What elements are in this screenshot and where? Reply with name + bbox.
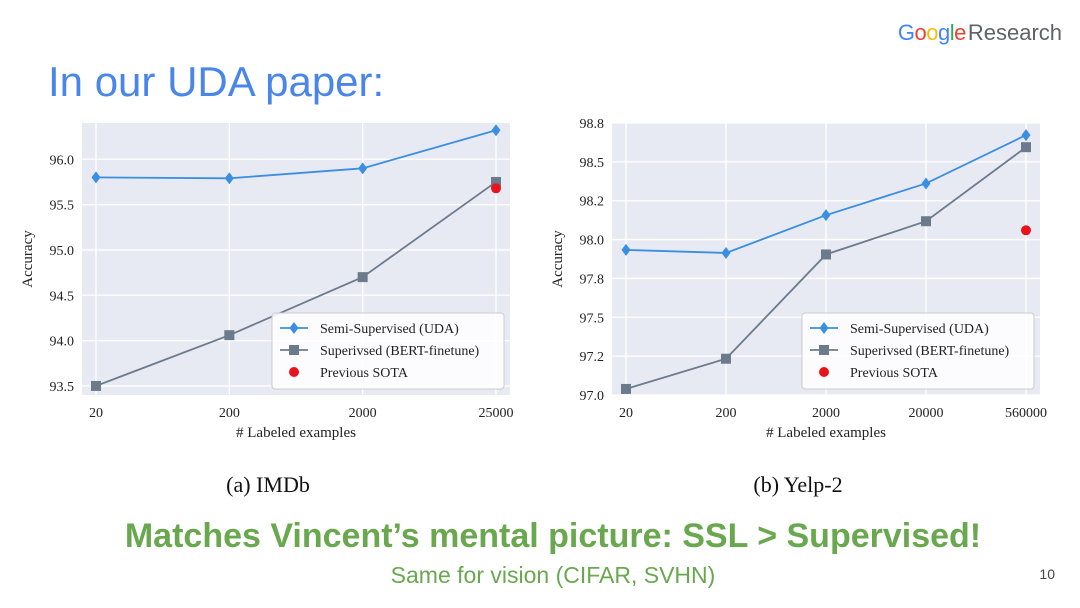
y-tick-label: 97.8 bbox=[580, 272, 605, 287]
uda-data-point bbox=[91, 171, 101, 184]
x-tick-label: 200 bbox=[716, 406, 737, 421]
uda-data-point bbox=[621, 243, 631, 256]
supervised-data-point bbox=[721, 353, 731, 364]
previous-sota-point bbox=[491, 183, 501, 194]
legend-marker-square bbox=[819, 345, 829, 355]
legend: Semi-Supervised (UDA) Superivsed (BERT-fi… bbox=[271, 312, 505, 390]
supervised-series-line bbox=[95, 181, 497, 387]
x-tick-label: 2000 bbox=[349, 406, 377, 421]
uda-data-point bbox=[921, 177, 931, 190]
y-tick-label: 95.5 bbox=[50, 199, 75, 214]
x-tick-label: 560000 bbox=[1005, 406, 1047, 421]
uda-data-point bbox=[821, 209, 831, 222]
legend-marker-circle bbox=[819, 367, 829, 377]
uda-data-point bbox=[1021, 129, 1031, 142]
legend-marker-diamond bbox=[289, 322, 299, 334]
y-tick-label: 98.5 bbox=[580, 156, 605, 171]
supervised-data-point bbox=[91, 380, 101, 391]
supervised-data-point bbox=[621, 383, 631, 394]
y-tick-label: 95.0 bbox=[50, 244, 75, 259]
y-tick-label: 96.0 bbox=[50, 153, 75, 168]
legend-label: Superivsed (BERT-finetune) bbox=[320, 344, 480, 359]
imdb-accuracy-chart: 93.5 94.0 94.5 95.0 95.5 96.0 20 200 2000 25000 # … bbox=[20, 123, 514, 441]
legend-marker-diamond bbox=[819, 322, 829, 334]
x-tick-label: 20000 bbox=[909, 406, 944, 421]
slide-headline: Matches Vincent’s mental picture: SSL > … bbox=[124, 517, 982, 555]
x-tick-label: 200 bbox=[219, 406, 240, 421]
supervised-data-point bbox=[224, 330, 235, 341]
supervised-data-point bbox=[1021, 142, 1031, 153]
x-tick-label: 25000 bbox=[479, 406, 514, 421]
y-tick-label: 97.5 bbox=[580, 311, 605, 326]
yelp2-accuracy-chart: 97.0 97.2 97.5 97.8 98.0 98.2 98.5 98.8 20 200 200… bbox=[550, 117, 1047, 441]
imdb-chart-caption: (a) IMDb bbox=[226, 472, 310, 497]
legend-marker-circle bbox=[289, 367, 299, 377]
x-tick-label: 2000 bbox=[812, 406, 840, 421]
google-research-logo: GoogleResearch bbox=[898, 20, 1062, 46]
legend-label: Semi-Supervised (UDA) bbox=[320, 322, 459, 337]
legend-label: Previous SOTA bbox=[850, 366, 939, 381]
logo-letter: o bbox=[926, 20, 938, 45]
supervised-data-point bbox=[821, 249, 831, 260]
legend-label: Semi-Supervised (UDA) bbox=[850, 322, 989, 337]
legend-label: Previous SOTA bbox=[320, 366, 409, 381]
slide-subline: Same for vision (CIFAR, SVHN) bbox=[390, 562, 716, 588]
legend: Semi-Supervised (UDA) Superivsed (BERT-fi… bbox=[801, 312, 1035, 390]
supervised-data-point bbox=[491, 176, 501, 187]
y-tick-label: 98.2 bbox=[580, 195, 605, 210]
uda-data-point bbox=[491, 124, 501, 137]
research-label: Research bbox=[967, 20, 1062, 45]
y-axis-title: Accuracy bbox=[550, 230, 566, 288]
supervised-data-point bbox=[921, 216, 931, 227]
logo-letter: l bbox=[949, 20, 955, 45]
legend-label: Superivsed (BERT-finetune) bbox=[850, 344, 1010, 359]
x-tick-label: 20 bbox=[619, 406, 633, 421]
page-number: 10 bbox=[1039, 566, 1055, 582]
previous-sota-point bbox=[1021, 225, 1031, 236]
yelp2-chart-caption: (b) Yelp-2 bbox=[753, 472, 843, 497]
legend-box bbox=[271, 312, 505, 390]
y-axis-title: Accuracy bbox=[20, 230, 36, 288]
y-tick-label: 94.5 bbox=[50, 289, 75, 304]
x-tick-label: 20 bbox=[89, 406, 103, 421]
slide-title: In our UDA paper: bbox=[48, 58, 385, 105]
logo-letter: g bbox=[937, 20, 950, 45]
uda-data-point bbox=[224, 172, 234, 185]
logo-letter: e bbox=[954, 20, 966, 45]
supervised-data-point bbox=[357, 272, 368, 283]
x-axis-title: # Labeled examples bbox=[766, 425, 886, 441]
y-tick-label: 98.0 bbox=[580, 234, 605, 249]
logo-letter: o bbox=[914, 20, 927, 45]
y-tick-label: 93.5 bbox=[50, 380, 75, 395]
x-axis-title: # Labeled examples bbox=[236, 425, 356, 441]
legend-marker-square bbox=[289, 345, 299, 355]
y-tick-label: 97.2 bbox=[580, 350, 605, 365]
y-tick-label: 98.8 bbox=[580, 117, 605, 132]
y-tick-label: 94.0 bbox=[50, 335, 75, 350]
uda-data-point bbox=[721, 246, 731, 259]
y-tick-label: 97.0 bbox=[580, 389, 605, 404]
legend-box bbox=[801, 312, 1035, 390]
logo-letter: G bbox=[897, 20, 915, 45]
uda-series-line bbox=[95, 129, 497, 180]
google-wordmark: Google bbox=[897, 20, 967, 45]
